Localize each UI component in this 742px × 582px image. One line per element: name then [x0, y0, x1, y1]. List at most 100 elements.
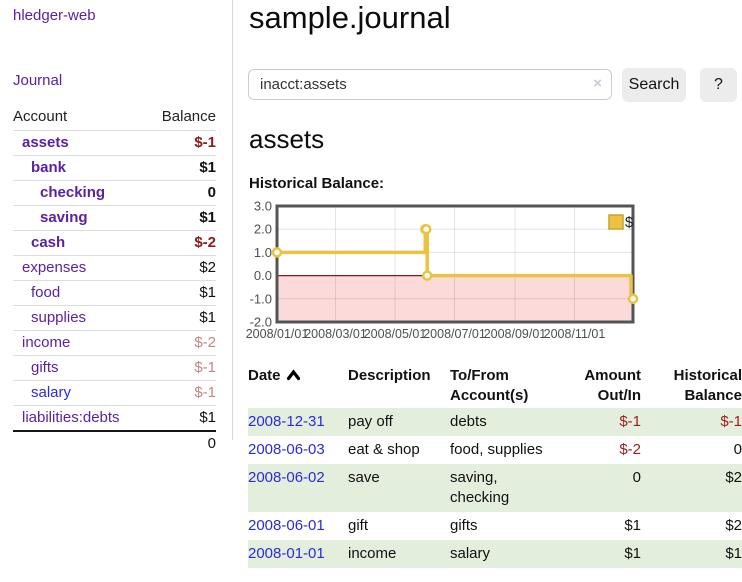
page-title: sample.journal [249, 0, 451, 35]
transaction-row: 2008-06-02 save saving, checking 0 $2 [248, 464, 742, 512]
transaction-date-cell: 2008-01-01 [248, 540, 348, 568]
account-link[interactable]: gifts [31, 359, 59, 376]
transaction-date-link[interactable]: 2008-06-01 [248, 517, 325, 534]
transaction-accounts: gifts [450, 517, 478, 534]
account-row: gifts $-1 [13, 355, 216, 381]
chart-y-tick-label: 0.0 [254, 268, 272, 283]
transaction-date-link[interactable]: 2008-06-02 [248, 469, 325, 486]
account-cell: income [13, 330, 148, 356]
clear-search-icon[interactable]: × [593, 75, 602, 92]
register-header-date[interactable]: Date [248, 362, 348, 408]
account-link[interactable]: bank [31, 159, 67, 176]
register-header-amount: Amount Out/In [560, 362, 641, 408]
account-cell: food [13, 280, 148, 306]
transaction-row: 2008-06-01 gift gifts $1 $2 [248, 512, 742, 540]
account-balance: $-1 [147, 130, 216, 156]
transaction-accounts: salary [450, 540, 560, 568]
chart-legend-label: $ [625, 215, 633, 231]
account-balance: $1 [147, 405, 216, 431]
transaction-balance: $2 [725, 517, 742, 534]
account-balance: $1 [147, 205, 216, 231]
register-header-amount-line2: Out/In [597, 387, 641, 404]
chart-x-tick-label: 2008/07/01 [423, 327, 486, 341]
chart-x-tick-label: 2008/05/01 [364, 327, 427, 341]
transaction-description: pay off [348, 408, 450, 436]
account-row: checking 0 [13, 180, 216, 206]
transaction-accounts: food, supplies [450, 441, 543, 458]
transaction-date-cell: 2008-06-03 [248, 436, 348, 464]
transaction-description: save [348, 464, 450, 512]
register-header-historical: Historical Balance [641, 362, 742, 408]
transaction-amount: $1 [624, 517, 641, 534]
accounts-total-row: 0 [13, 430, 216, 456]
chart-data-point [627, 293, 639, 305]
account-link[interactable]: cash [31, 234, 66, 251]
transaction-date-cell: 2008-12-31 [248, 408, 348, 436]
account-cell: bank [13, 155, 148, 181]
transaction-description: eat & shop [348, 441, 420, 458]
account-cell: saving [13, 205, 148, 231]
account-row: bank $1 [13, 155, 216, 181]
account-cell: supplies [13, 305, 148, 331]
account-link[interactable]: income [22, 334, 71, 351]
accounts-header-account: Account [13, 108, 68, 125]
account-balance: 0 [147, 180, 216, 206]
transaction-row: 2008-01-01 income salary $1 $1 [248, 540, 742, 568]
search-field-wrap: × [248, 69, 612, 100]
account-row: liabilities:debts $1 [13, 405, 216, 431]
transaction-date-cell: 2008-06-01 [248, 512, 348, 540]
chart-y-tick-label: -2.0 [250, 315, 272, 330]
register-header-historical-line1: Historical [673, 367, 742, 384]
account-row: salary $-1 [13, 380, 216, 406]
account-row: saving $1 [13, 205, 216, 231]
account-link[interactable]: saving [40, 209, 88, 226]
transaction-accounts: debts [450, 408, 560, 436]
transaction-balance: $-1 [641, 408, 742, 436]
register-header-historical-line2: Balance [684, 387, 742, 404]
search-button[interactable]: Search [622, 68, 686, 102]
chart-data-point [421, 270, 433, 281]
chart-x-tick-label: 2008/01/01 [246, 327, 309, 341]
transaction-amount: $1 [560, 540, 641, 568]
main-content: sample.journal × Search ? assets Histori… [246, 0, 742, 582]
chart-negative-region [278, 275, 632, 321]
register-header-tofrom-line2: Account(s) [450, 387, 529, 404]
transaction-date-link[interactable]: 2008-01-01 [248, 545, 325, 562]
register-header-date-label: Date [248, 367, 281, 384]
account-cell: liabilities:debts [13, 405, 148, 431]
account-cell: expenses [13, 255, 148, 281]
transaction-row: 2008-06-03 eat & shop food, supplies $-2… [248, 436, 742, 464]
account-link[interactable]: supplies [31, 309, 87, 326]
account-cell: gifts [13, 355, 148, 381]
account-cell: assets [13, 130, 148, 156]
account-link[interactable]: salary [31, 384, 72, 401]
chart-y-tick-label: 2.0 [254, 222, 272, 237]
accounts-total-spacer [13, 430, 148, 456]
account-link[interactable]: food [31, 284, 61, 301]
account-link[interactable]: checking [40, 184, 106, 201]
account-link[interactable]: liabilities:debts [22, 409, 120, 426]
chart-plot-border [275, 204, 635, 324]
search-input[interactable] [248, 69, 612, 100]
accounts-header-row: Account Balance [13, 104, 216, 131]
transaction-balance: 0 [733, 441, 742, 458]
register-header-tofrom-line1: To/From [450, 367, 509, 384]
account-cell: cash [13, 230, 148, 256]
app-brand-link[interactable]: hledger-web [13, 7, 96, 24]
transaction-date-link[interactable]: 2008-12-31 [248, 413, 325, 430]
account-balance: $-2 [147, 230, 216, 256]
transaction-date-cell: 2008-06-02 [248, 464, 348, 512]
transaction-row: 2008-12-31 pay off debts $-1 $-1 [248, 408, 742, 436]
transaction-date-link[interactable]: 2008-06-03 [248, 441, 325, 458]
nav-journal-link[interactable]: Journal [13, 72, 63, 89]
register-header-amount-line1: Amount [584, 367, 641, 384]
chart-title: Historical Balance: [249, 175, 385, 192]
account-balance: $1 [147, 305, 216, 331]
account-row: cash $-2 [13, 230, 216, 256]
help-button[interactable]: ? [700, 68, 737, 102]
account-link[interactable]: expenses [22, 259, 87, 276]
transaction-amount: 0 [560, 464, 641, 512]
account-link[interactable]: assets [22, 134, 69, 151]
account-row: income $-2 [13, 330, 216, 356]
register-header-tofrom: To/From Account(s) [450, 362, 560, 408]
